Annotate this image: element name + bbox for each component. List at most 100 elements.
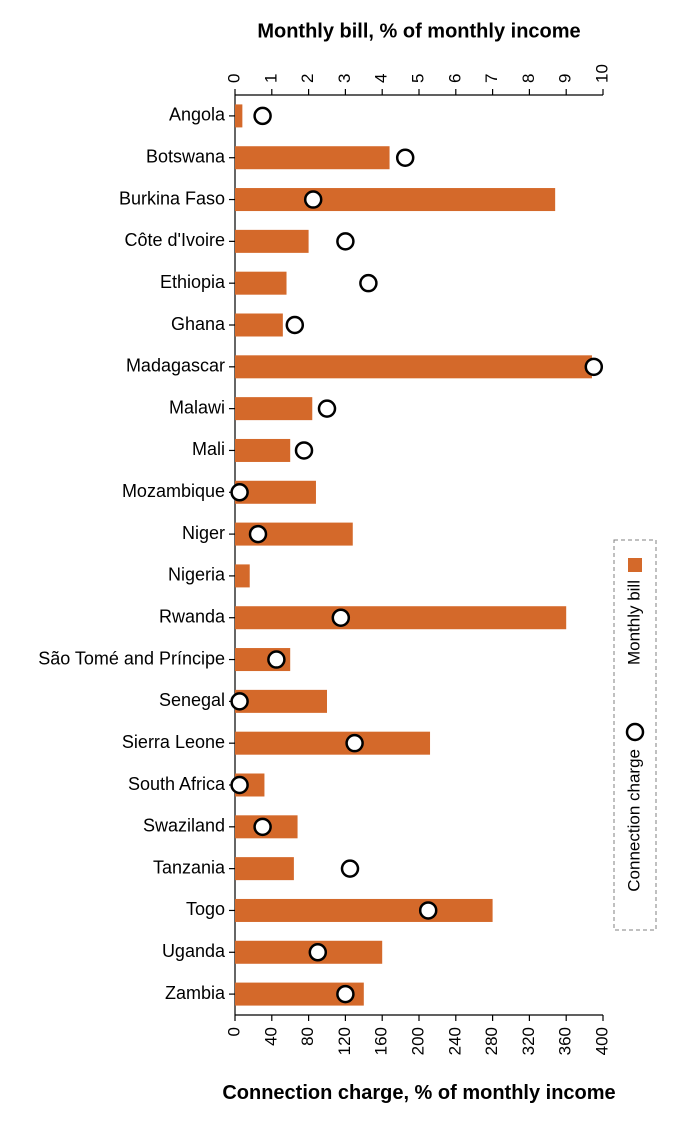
bottom-axis-tick-label: 200: [408, 1027, 427, 1055]
category-label: Uganda: [162, 941, 226, 961]
category-label: Swaziland: [143, 816, 225, 836]
bottom-axis-tick-label: 160: [372, 1027, 391, 1055]
top-axis-tick-label: 9: [556, 74, 575, 83]
svg-text:7: 7: [482, 74, 501, 83]
bar-monthly-bill: [235, 104, 242, 127]
svg-text:320: 320: [519, 1027, 538, 1055]
svg-text:400: 400: [592, 1027, 611, 1055]
marker-connection-charge: [232, 777, 248, 793]
bottom-axis-tick-label: 40: [261, 1027, 280, 1046]
category-label: Burkina Faso: [119, 188, 225, 208]
chart-svg: 012345678910Monthly bill, % of monthly i…: [0, 0, 693, 1121]
category-label: Malawi: [169, 397, 225, 417]
svg-text:40: 40: [261, 1027, 280, 1046]
top-axis-tick-label: 8: [519, 74, 538, 83]
bar-monthly-bill: [235, 314, 283, 337]
svg-text:0: 0: [224, 74, 243, 83]
marker-connection-charge: [333, 610, 349, 626]
svg-text:1: 1: [261, 74, 280, 83]
svg-text:Connection charge: Connection charge: [624, 749, 643, 892]
svg-text:9: 9: [556, 74, 575, 83]
category-label: Mali: [192, 439, 225, 459]
category-label: Côte d'Ivoire: [125, 230, 226, 250]
marker-connection-charge: [420, 902, 436, 918]
bar-monthly-bill: [235, 857, 294, 880]
legend-swatch-connection-charge: [627, 724, 643, 740]
bar-monthly-bill: [235, 397, 312, 420]
category-label: Angola: [169, 105, 226, 125]
marker-connection-charge: [232, 484, 248, 500]
svg-text:5: 5: [408, 74, 427, 83]
chart-container: 012345678910Monthly bill, % of monthly i…: [0, 0, 693, 1121]
top-axis-tick-label: 10: [592, 64, 611, 83]
category-label: Sierra Leone: [122, 732, 225, 752]
svg-text:120: 120: [335, 1027, 354, 1055]
svg-text:10: 10: [592, 64, 611, 83]
marker-connection-charge: [347, 735, 363, 751]
legend-label-monthly-bill: Monthly bill: [624, 580, 643, 665]
top-axis-tick-label: 3: [335, 74, 354, 83]
category-label: Nigeria: [168, 565, 226, 585]
marker-connection-charge: [319, 401, 335, 417]
marker-connection-charge: [360, 275, 376, 291]
svg-text:8: 8: [519, 74, 538, 83]
category-label: Togo: [186, 899, 225, 919]
svg-text:0: 0: [224, 1027, 243, 1036]
bottom-axis-tick-label: 320: [519, 1027, 538, 1055]
bar-monthly-bill: [235, 732, 430, 755]
category-label: São Tomé and Príncipe: [38, 648, 225, 668]
top-axis-tick-label: 7: [482, 74, 501, 83]
svg-text:360: 360: [556, 1027, 575, 1055]
svg-text:3: 3: [335, 74, 354, 83]
legend-swatch-monthly-bill: [628, 558, 642, 572]
bar-monthly-bill: [235, 564, 250, 587]
bottom-axis-tick-label: 80: [298, 1027, 317, 1046]
marker-connection-charge: [287, 317, 303, 333]
bar-monthly-bill: [235, 272, 287, 295]
marker-connection-charge: [268, 652, 284, 668]
category-label: Ghana: [171, 314, 226, 334]
bar-monthly-bill: [235, 146, 390, 169]
bar-monthly-bill: [235, 188, 555, 211]
category-label: Zambia: [165, 983, 226, 1003]
bottom-axis-tick-label: 0: [224, 1027, 243, 1036]
svg-text:Monthly bill: Monthly bill: [624, 580, 643, 665]
bar-monthly-bill: [235, 355, 592, 378]
marker-connection-charge: [296, 442, 312, 458]
bottom-axis-tick-label: 400: [592, 1027, 611, 1055]
category-label: Niger: [182, 523, 225, 543]
marker-connection-charge: [310, 944, 326, 960]
svg-text:280: 280: [482, 1027, 501, 1055]
category-label: Ethiopia: [160, 272, 226, 292]
legend-label-connection-charge: Connection charge: [624, 749, 643, 892]
bar-monthly-bill: [235, 439, 290, 462]
marker-connection-charge: [250, 526, 266, 542]
category-label: Botswana: [146, 146, 226, 166]
svg-text:240: 240: [445, 1027, 464, 1055]
bottom-axis-tick-label: 280: [482, 1027, 501, 1055]
category-label: Senegal: [159, 690, 225, 710]
svg-text:2: 2: [298, 74, 317, 83]
category-label: South Africa: [128, 774, 226, 794]
svg-text:200: 200: [408, 1027, 427, 1055]
top-axis-tick-label: 0: [224, 74, 243, 83]
marker-connection-charge: [342, 861, 358, 877]
svg-text:80: 80: [298, 1027, 317, 1046]
category-label: Madagascar: [126, 356, 225, 376]
marker-connection-charge: [255, 819, 271, 835]
category-label: Mozambique: [122, 481, 225, 501]
bottom-axis-title: Connection charge, % of monthly income: [222, 1082, 615, 1104]
top-axis-tick-label: 4: [372, 74, 391, 83]
category-label: Tanzania: [153, 857, 226, 877]
svg-text:160: 160: [372, 1027, 391, 1055]
svg-text:4: 4: [372, 74, 391, 83]
bar-monthly-bill: [235, 230, 309, 253]
top-axis-tick-label: 1: [261, 74, 280, 83]
bottom-axis-tick-label: 240: [445, 1027, 464, 1055]
marker-connection-charge: [337, 233, 353, 249]
marker-connection-charge: [232, 693, 248, 709]
marker-connection-charge: [586, 359, 602, 375]
marker-connection-charge: [255, 108, 271, 124]
svg-text:6: 6: [445, 74, 464, 83]
marker-connection-charge: [397, 150, 413, 166]
